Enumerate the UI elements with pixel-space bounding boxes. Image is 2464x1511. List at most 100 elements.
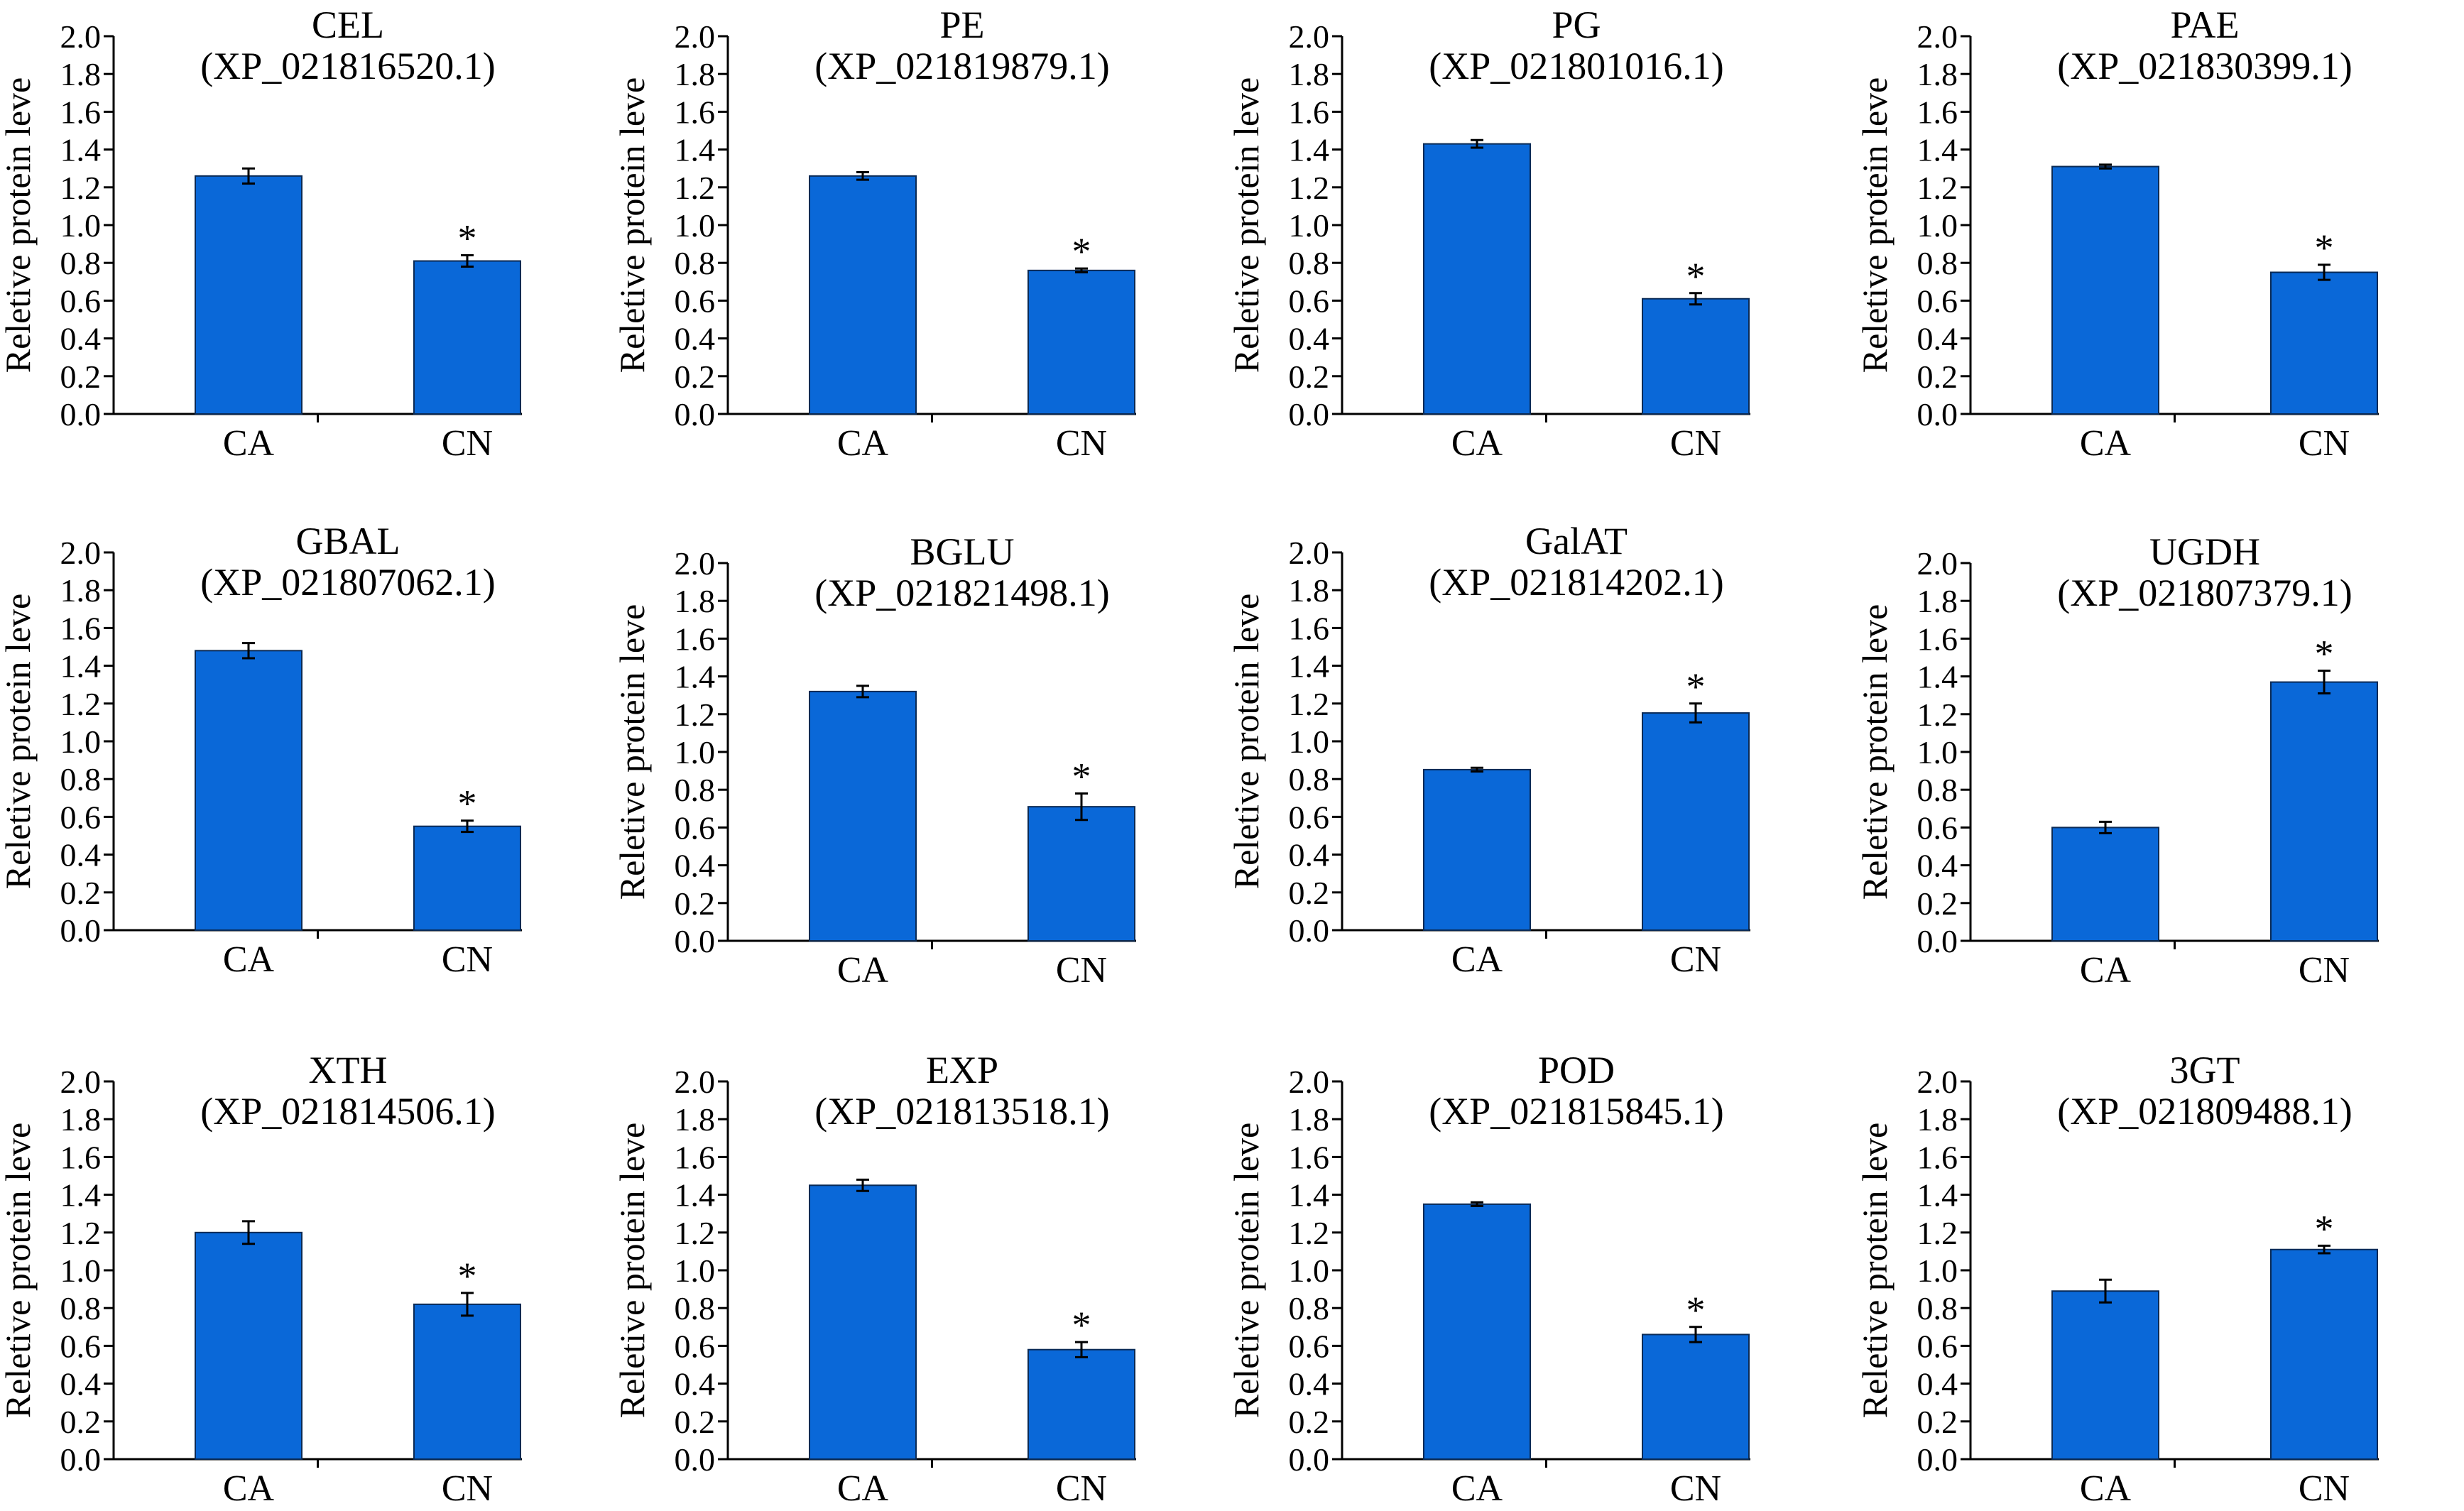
x-category-label: CA [2080, 1468, 2132, 1509]
x-category-label: CA [837, 950, 889, 991]
y-tick-label: 0.2 [1917, 359, 1958, 395]
significance-marker: * [1072, 230, 1091, 273]
y-tick-label: 0.2 [1917, 1404, 1958, 1440]
y-tick-label: 1.8 [675, 56, 716, 92]
y-tick-label: 0.2 [1289, 359, 1330, 395]
y-tick-label: 0.8 [1917, 772, 1958, 808]
x-category-label: CN [1056, 1468, 1107, 1509]
y-tick-label: 1.2 [1289, 686, 1330, 722]
y-tick-label: 1.8 [1917, 56, 1958, 92]
y-tick-label: 1.4 [60, 132, 102, 168]
y-tick-label: 1.2 [1289, 170, 1330, 206]
y-tick-label: 0.2 [675, 885, 716, 922]
y-tick-label: 2.0 [1289, 1064, 1330, 1100]
chart-title: UGDH [2149, 530, 2260, 573]
chart-panel-exp: 0.00.20.40.60.81.01.21.41.61.82.0 Reletiv… [612, 1049, 1136, 1509]
x-category-label: CN [2299, 950, 2350, 991]
y-tick-label: 1.2 [60, 1215, 102, 1251]
x-category-label: CN [1670, 1468, 1721, 1509]
y-tick-label: 1.8 [1289, 56, 1330, 92]
y-tick-label: 0.8 [675, 772, 716, 808]
y-tick-label: 0.2 [60, 1404, 102, 1440]
y-tick-label: 0.6 [60, 283, 102, 319]
y-axis-label: Reletive protein leve [1855, 1123, 1895, 1419]
y-tick-label: 0.6 [675, 283, 716, 319]
y-tick-label: 0.6 [1289, 283, 1330, 319]
y-tick-label: 1.0 [1917, 734, 1958, 770]
x-category-label: CN [1670, 939, 1721, 980]
y-axis-label: Reletive protein leve [0, 594, 38, 890]
y-tick-label: 0.6 [60, 799, 102, 835]
chart-subtitle: (XP_021809488.1) [2057, 1090, 2353, 1133]
y-tick-label: 0.4 [1289, 837, 1330, 873]
y-tick-label: 0.0 [675, 396, 716, 432]
chart-title: PG [1552, 4, 1601, 46]
y-tick-label: 2.0 [60, 535, 102, 571]
x-category-label: CN [1670, 423, 1721, 464]
bar-cn [2270, 1248, 2378, 1460]
x-category-label: CA [1451, 1468, 1503, 1509]
y-axis-label: Reletive protein leve [0, 77, 38, 373]
y-tick-label: 0.8 [60, 761, 102, 797]
y-tick-label: 1.8 [1289, 1101, 1330, 1138]
y-tick-label: 1.0 [1289, 724, 1330, 760]
x-category-label: CA [1451, 423, 1503, 464]
y-tick-label: 0.4 [1917, 321, 1958, 357]
y-tick-label: 1.0 [60, 724, 102, 760]
chart-title: BGLU [910, 530, 1015, 573]
chart-title: EXP [926, 1049, 998, 1091]
y-tick-label: 1.6 [1917, 94, 1958, 130]
bar-ca [195, 175, 302, 415]
significance-marker: * [458, 217, 477, 260]
y-tick-label: 1.0 [675, 207, 716, 244]
y-axis-label: Reletive protein leve [612, 1123, 652, 1419]
y-tick-label: 1.4 [60, 648, 102, 684]
x-category-label: CA [223, 423, 275, 464]
y-tick-label: 0.2 [1289, 1404, 1330, 1440]
chart-title: PE [939, 4, 984, 46]
y-tick-label: 0.4 [1917, 848, 1958, 884]
y-tick-label: 2.0 [675, 545, 716, 582]
chart-title: PAE [2170, 4, 2239, 46]
bar-ca [809, 690, 917, 942]
y-axis-label: Reletive protein leve [612, 604, 652, 900]
bar-cn [2270, 271, 2378, 415]
chart-subtitle: (XP_021814506.1) [200, 1090, 496, 1133]
chart-title: 3GT [2170, 1049, 2240, 1091]
bar-cn [2270, 681, 2378, 942]
bar-ca [2051, 165, 2159, 415]
chart-title: XTH [309, 1049, 388, 1091]
y-tick-label: 0.0 [1917, 396, 1958, 432]
y-tick-label: 2.0 [1917, 1064, 1958, 1100]
y-tick-label: 1.2 [675, 170, 716, 206]
y-tick-label: 1.6 [675, 94, 716, 130]
chart-subtitle: (XP_021821498.1) [814, 572, 1110, 614]
y-tick-label: 2.0 [60, 18, 102, 55]
x-category-label: CA [837, 1468, 889, 1509]
y-tick-label: 2.0 [675, 18, 716, 55]
y-tick-label: 0.0 [1289, 912, 1330, 949]
y-tick-label: 0.0 [1917, 923, 1958, 959]
chart-panel-gbal: 0.00.20.40.60.81.01.21.41.61.82.0 Reletiv… [0, 520, 522, 980]
y-tick-label: 0.0 [60, 912, 102, 949]
chart-title: CEL [312, 4, 384, 46]
y-tick-label: 2.0 [675, 1064, 716, 1100]
y-tick-label: 1.8 [60, 572, 102, 609]
y-tick-label: 1.0 [1289, 1253, 1330, 1289]
chart-subtitle: (XP_021807379.1) [2057, 572, 2353, 614]
y-tick-label: 1.4 [1289, 1177, 1330, 1213]
y-axis-label: Reletive protein leve [1855, 77, 1895, 373]
x-category-label: CA [223, 1468, 275, 1509]
y-tick-label: 0.6 [675, 809, 716, 846]
y-tick-label: 0.8 [60, 1290, 102, 1326]
y-tick-label: 2.0 [1289, 535, 1330, 571]
y-tick-label: 1.0 [675, 734, 716, 770]
y-tick-label: 0.8 [1289, 761, 1330, 797]
y-tick-label: 1.0 [675, 1253, 716, 1289]
y-tick-label: 0.6 [1917, 1328, 1958, 1364]
y-tick-label: 1.4 [1917, 132, 1958, 168]
y-tick-label: 1.0 [60, 1253, 102, 1289]
y-tick-label: 1.4 [1917, 1177, 1958, 1213]
y-tick-label: 1.0 [1289, 207, 1330, 244]
